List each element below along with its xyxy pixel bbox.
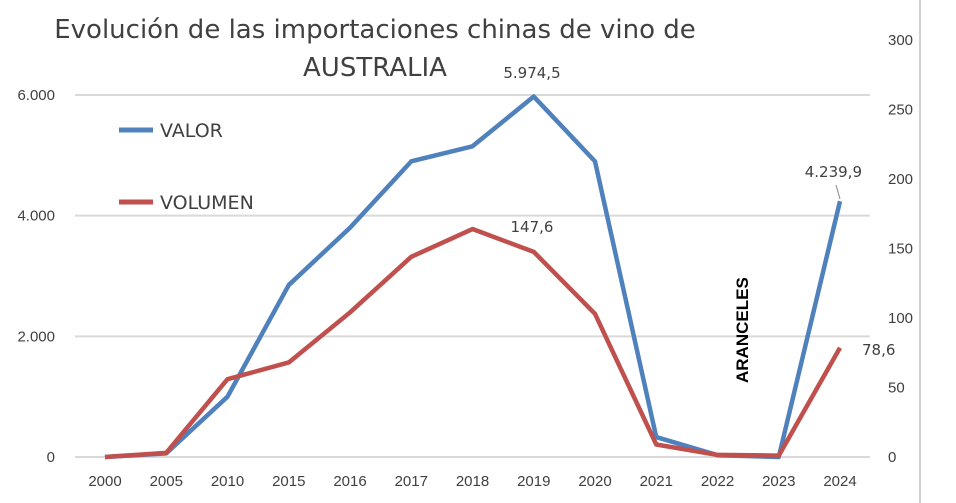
left-tick-label: 4.000: [17, 208, 55, 225]
x-tick-label: 2015: [272, 473, 305, 490]
x-tick-label: 2023: [762, 473, 795, 490]
right-tick-label: 300: [888, 32, 913, 49]
legend-label: VALOR: [160, 120, 223, 142]
left-tick-label: 0: [47, 449, 55, 466]
left-tick-label: 6.000: [17, 87, 55, 104]
right-tick-label: 0: [888, 449, 896, 466]
data-label: 78,6: [862, 341, 895, 359]
right-tick-label: 100: [888, 310, 913, 327]
left-tick-label: 2.000: [17, 328, 55, 345]
x-tick-label: 2018: [456, 473, 489, 490]
right-tick-label: 200: [888, 171, 913, 188]
x-tick-label: 2024: [823, 473, 856, 490]
chart-title-line1: Evolución de las importaciones chinas de…: [54, 15, 696, 45]
leader-line: [835, 184, 841, 200]
right-tick-label: 150: [888, 241, 913, 258]
right-tick-label: 50: [888, 380, 905, 397]
right-tick-label: 250: [888, 102, 913, 119]
x-tick-label: 2020: [578, 473, 611, 490]
series-line-valor: [104, 94, 843, 460]
x-tick-label: 2019: [517, 473, 550, 490]
x-tick-label: 2022: [701, 473, 734, 490]
chart-title-line2: AUSTRALIA: [303, 53, 447, 83]
data-label: 4.239,9: [805, 163, 862, 181]
data-label: 5.974,5: [503, 64, 560, 82]
x-tick-label: 2016: [333, 473, 366, 490]
x-tick-label: 2021: [640, 473, 673, 490]
series-line-volumen: [104, 226, 842, 460]
x-tick-label: 2000: [88, 473, 121, 490]
legend-label: VOLUMEN: [160, 192, 254, 214]
x-tick-label: 2010: [211, 473, 244, 490]
x-tick-label: 2017: [395, 473, 428, 490]
data-label: 147,6: [511, 218, 554, 236]
x-tick-label: 2005: [150, 473, 183, 490]
annotation-aranceles: ARANCELES: [733, 277, 752, 383]
